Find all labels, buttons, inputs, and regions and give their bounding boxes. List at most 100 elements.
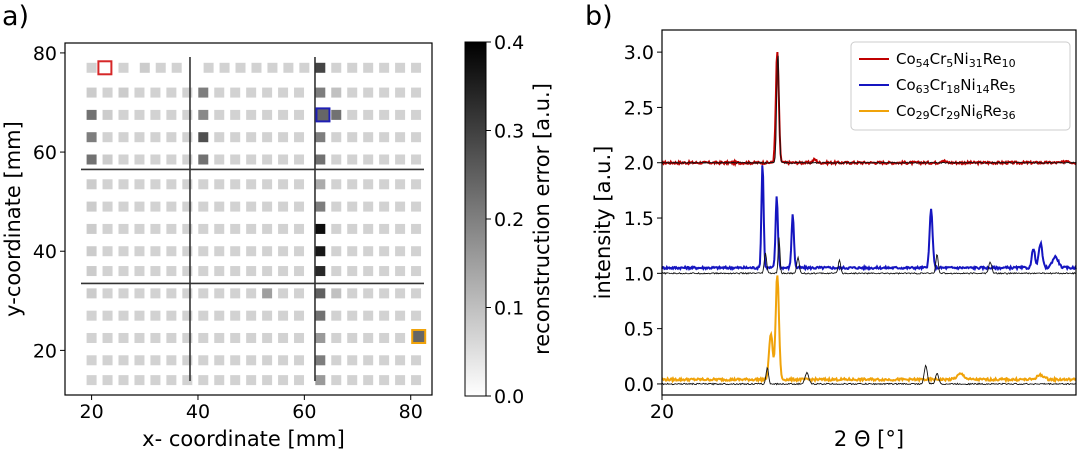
- heatmap-cell: [331, 154, 342, 165]
- heatmap-cell: [411, 288, 422, 299]
- heatmap-cell: [230, 355, 241, 366]
- heatmap-cell: [379, 87, 390, 98]
- legend-subscript: 10: [1002, 57, 1016, 70]
- heatmap-cell: [230, 179, 241, 190]
- heatmap-cell: [86, 132, 97, 143]
- heatmap-cell: [246, 179, 257, 190]
- heatmap-cell: [86, 355, 97, 366]
- heatmap-cell: [379, 109, 390, 120]
- legend-element: Ni: [960, 102, 975, 120]
- heatmap-cell: [246, 375, 257, 386]
- heatmap-cell: [230, 87, 241, 98]
- heatmap-cell: [86, 201, 97, 212]
- heatmap-cell: [150, 246, 161, 257]
- heatmap-cell: [198, 310, 209, 321]
- heatmap-cell: [363, 62, 374, 73]
- colorbar-tick-label: 0.1: [494, 298, 524, 320]
- heatmap-cell: [267, 62, 278, 73]
- heatmap-cell: [118, 332, 129, 343]
- x-tick-label: 20: [80, 401, 104, 423]
- heatmap-cell: [134, 288, 145, 299]
- heatmap-cell: [182, 154, 193, 165]
- heatmap-cell: [379, 132, 390, 143]
- heatmap-cell: [363, 179, 374, 190]
- heatmap-cell: [395, 310, 406, 321]
- heatmap-cell: [230, 266, 241, 277]
- heatmap-cell: [150, 310, 161, 321]
- heatmap-cell: [118, 109, 129, 120]
- colorbar: [464, 41, 487, 397]
- heatmap-cell: [246, 246, 257, 257]
- heatmap-cell: [219, 62, 230, 73]
- legend-subscript: 29: [916, 109, 930, 122]
- heatmap-cell: [118, 179, 129, 190]
- heatmap-cell: [278, 179, 289, 190]
- heatmap-cell: [198, 223, 209, 234]
- heatmap-cell: [86, 179, 97, 190]
- heatmap-cell: [299, 62, 310, 73]
- heatmap-cell: [411, 132, 422, 143]
- heatmap-cell: [230, 109, 241, 120]
- heatmap-cell: [182, 332, 193, 343]
- heatmap-cell: [150, 154, 161, 165]
- heatmap-cell: [102, 109, 113, 120]
- heatmap-cell: [395, 87, 406, 98]
- heatmap-cell: [278, 201, 289, 212]
- heatmap-cell: [262, 375, 273, 386]
- heatmap-cell: [166, 132, 177, 143]
- colorbar-tick-label: 0.3: [494, 121, 524, 143]
- heatmap-cell: [86, 62, 97, 73]
- y-tick-label: 2.5: [624, 97, 654, 119]
- heatmap-cell: [102, 179, 113, 190]
- heatmap-cell: [102, 132, 113, 143]
- heatmap-cell: [166, 246, 177, 257]
- heatmap-cell: [331, 223, 342, 234]
- heatmap-cell: [150, 132, 161, 143]
- heatmap-cell: [379, 179, 390, 190]
- heatmap-cell: [182, 201, 193, 212]
- x-tick-label: 40: [186, 401, 210, 423]
- heatmap-cell: [411, 62, 422, 73]
- heatmap-cell: [262, 179, 273, 190]
- heatmap-cell: [331, 132, 342, 143]
- heatmap-cell: [246, 223, 257, 234]
- heatmap-cell: [150, 375, 161, 386]
- heatmap-cell: [246, 355, 257, 366]
- heatmap-cell: [230, 154, 241, 165]
- heatmap-cell: [198, 266, 209, 277]
- heatmap-cell: [150, 288, 161, 299]
- heatmap-cell: [262, 132, 273, 143]
- heatmap-cell: [214, 246, 225, 257]
- heatmap-cell: [363, 288, 374, 299]
- heatmap-cell: [118, 310, 129, 321]
- heatmap-cell: [347, 355, 358, 366]
- heatmap-cell: [411, 87, 422, 98]
- heatmap-cell: [294, 375, 305, 386]
- heatmap-cell: [102, 310, 113, 321]
- heatmap-cell: [171, 62, 182, 73]
- heatmap-cell: [411, 201, 422, 212]
- heatmap-cell: [315, 62, 326, 73]
- heatmap-cell: [230, 223, 241, 234]
- heatmap-cell: [363, 266, 374, 277]
- heatmap-cell: [379, 246, 390, 257]
- heatmap-cell: [315, 154, 326, 165]
- heatmap-cell: [363, 332, 374, 343]
- heatmap-cell: [182, 375, 193, 386]
- heatmap-cell: [411, 310, 422, 321]
- heatmap-cell: [198, 132, 209, 143]
- heatmap-cell: [246, 332, 257, 343]
- heatmap-cell: [294, 179, 305, 190]
- heatmap-cell: [331, 332, 342, 343]
- heatmap-cell: [315, 87, 326, 98]
- heatmap-cell: [230, 201, 241, 212]
- heatmap-cell: [347, 62, 358, 73]
- heatmap-cell: [182, 132, 193, 143]
- legend-subscript: 31: [969, 57, 983, 70]
- heatmap-cell: [150, 223, 161, 234]
- legend-element: Cr: [930, 76, 947, 94]
- heatmap-cell: [102, 332, 113, 343]
- heatmap-cell: [139, 62, 150, 73]
- heatmap-cell: [278, 223, 289, 234]
